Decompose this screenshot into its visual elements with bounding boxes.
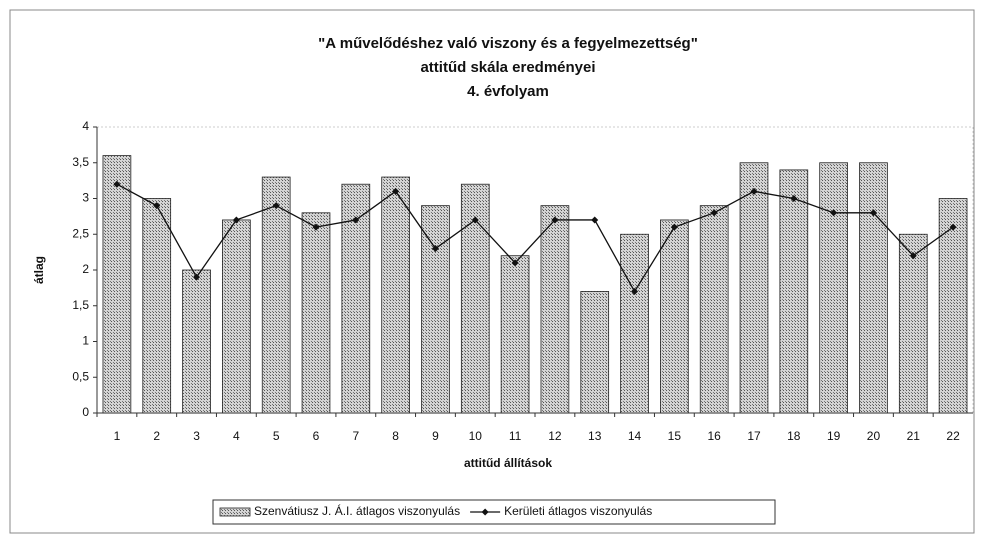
bar — [261, 176, 291, 414]
x-tick-label: 3 — [193, 429, 200, 443]
bar — [739, 162, 769, 414]
y-tick-label: 0,5 — [72, 369, 89, 383]
bar — [222, 219, 251, 414]
point — [153, 202, 161, 210]
x-tick-label: 10 — [469, 429, 483, 443]
bar — [102, 155, 132, 414]
bar — [819, 162, 848, 414]
point — [750, 187, 758, 195]
point — [869, 209, 877, 217]
bar — [580, 291, 610, 414]
x-tick-label: 16 — [708, 429, 722, 443]
chart-title: "A művelődéshez való viszony és a fegyel… — [318, 35, 698, 52]
y-tick-label: 2,5 — [72, 226, 89, 240]
bar — [301, 212, 331, 414]
x-tick-label: 1 — [114, 429, 121, 443]
x-tick-label: 11 — [509, 429, 522, 443]
point — [551, 216, 559, 224]
x-tick-label: 15 — [668, 429, 682, 443]
x-tick-label: 8 — [392, 429, 399, 443]
bar — [540, 205, 570, 414]
bar — [182, 269, 211, 414]
x-tick-label: 22 — [946, 429, 960, 443]
chart-title: 4. évfolyam — [467, 83, 549, 100]
x-tick-label: 4 — [233, 429, 240, 443]
x-tick-label: 5 — [273, 429, 280, 443]
point — [113, 180, 121, 188]
bar — [620, 233, 649, 414]
point — [272, 202, 280, 210]
point — [949, 223, 957, 231]
point — [392, 187, 400, 195]
bar — [381, 176, 410, 414]
x-tick-label: 6 — [313, 429, 320, 443]
legend-label: Kerületi átlagos viszonyulás — [504, 504, 652, 518]
x-tick-label: 13 — [588, 429, 602, 443]
y-tick-label: 1,5 — [72, 298, 89, 312]
y-axis-title: átlag — [32, 256, 46, 284]
x-tick-label: 14 — [628, 429, 642, 443]
point — [670, 223, 678, 231]
point — [312, 223, 320, 231]
legend-label: Szenvátiusz J. Á.I. átlagos viszonyulás — [254, 503, 460, 518]
bar — [938, 198, 968, 414]
x-tick-label: 21 — [907, 429, 921, 443]
point — [830, 209, 838, 217]
chart-title: attitűd skála eredményei — [420, 59, 595, 76]
x-tick-label: 7 — [352, 429, 359, 443]
bar — [699, 205, 729, 414]
x-tick-label: 12 — [548, 429, 562, 443]
y-tick-label: 0 — [82, 405, 89, 419]
point — [909, 252, 917, 260]
bar — [421, 205, 450, 414]
line — [116, 183, 954, 293]
x-tick-label: 18 — [787, 429, 801, 443]
point — [232, 216, 240, 224]
y-tick-label: 4 — [82, 119, 89, 133]
point — [631, 287, 639, 295]
bar — [859, 162, 888, 414]
x-tick-label: 17 — [747, 429, 761, 443]
point — [511, 259, 519, 267]
x-tick-label: 9 — [432, 429, 439, 443]
bar — [660, 219, 689, 414]
point — [431, 245, 439, 253]
bar — [898, 233, 928, 414]
point — [193, 273, 201, 281]
y-tick-label: 1 — [82, 334, 89, 348]
y-tick-label: 3,5 — [72, 155, 89, 169]
y-tick-label: 3 — [82, 191, 89, 205]
point — [591, 216, 599, 224]
bar — [500, 255, 530, 414]
chart-border — [9, 9, 975, 534]
bar — [779, 169, 809, 414]
bar — [142, 198, 172, 414]
x-tick-label: 2 — [153, 429, 160, 443]
x-axis-title: attitűd állítások — [464, 456, 552, 470]
x-tick-label: 19 — [827, 429, 841, 443]
y-tick-label: 2 — [82, 262, 89, 276]
legend-swatch — [481, 508, 489, 516]
x-tick-label: 20 — [867, 429, 881, 443]
point — [790, 195, 798, 202]
point — [710, 209, 718, 217]
legend-swatch — [219, 507, 251, 517]
point — [471, 216, 479, 224]
point — [352, 216, 360, 224]
